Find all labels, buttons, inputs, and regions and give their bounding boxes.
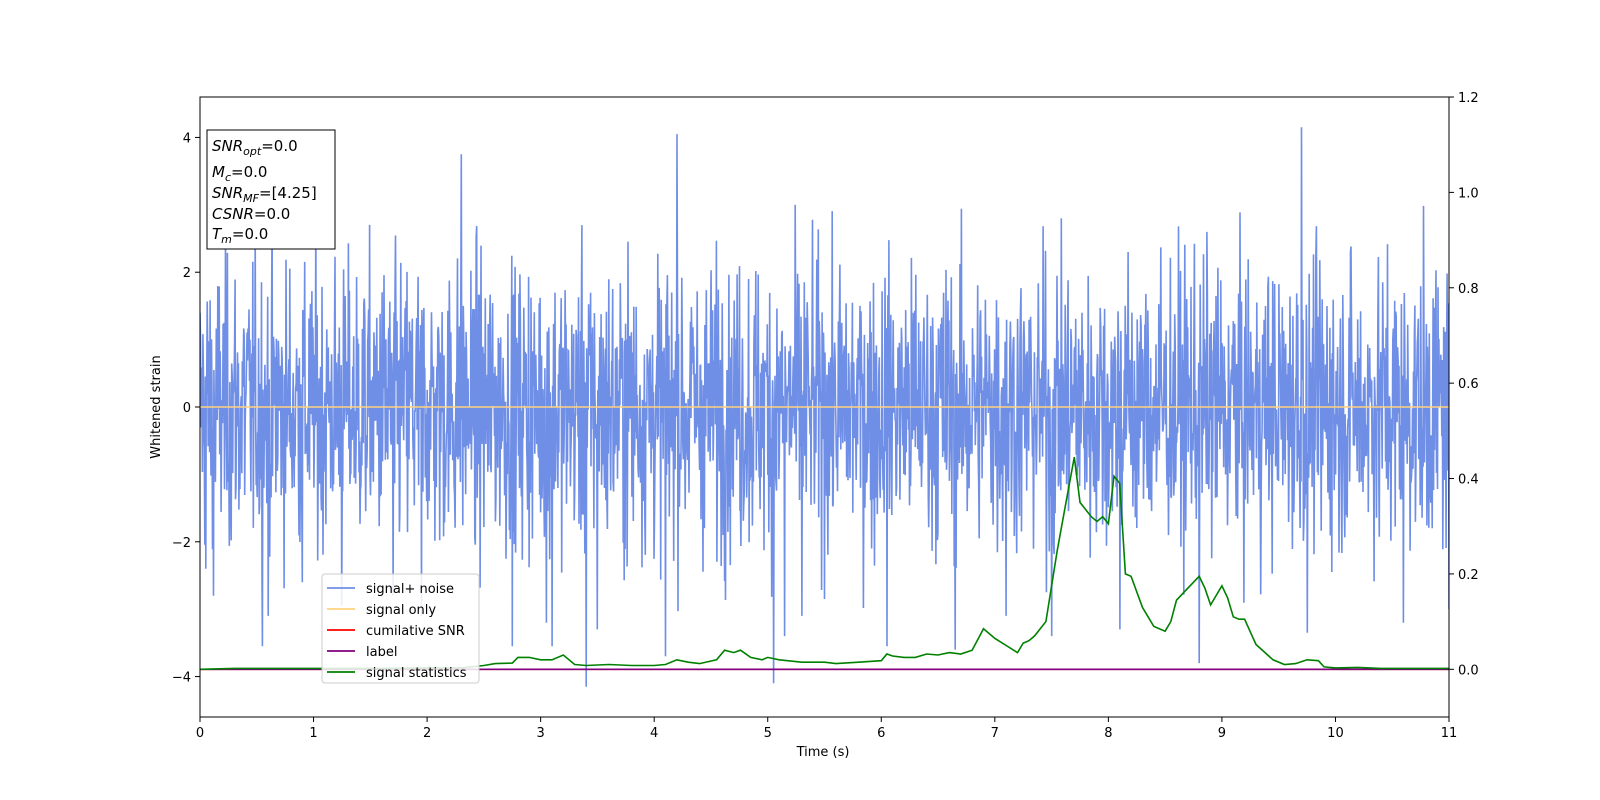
info-snr-mf-sub: MF [243, 192, 259, 205]
info-mc-value: =0.0 [231, 163, 267, 181]
x-tick-label: 5 [764, 726, 772, 741]
info-box-frame [206, 129, 336, 250]
info-mc-sub: c [225, 171, 231, 184]
info-snr-opt-value: =0.0 [261, 137, 297, 155]
info-tm-sub: m [221, 233, 232, 246]
y-tick-label: 2 [183, 266, 191, 281]
y2-tick-label: 0.6 [1458, 377, 1479, 392]
info-csnr: CSNR=0.0 [212, 205, 290, 223]
x-tick-label: 1 [309, 726, 317, 741]
info-mc: Mc=0.0 [212, 163, 267, 184]
x-tick-label: 10 [1327, 726, 1344, 741]
y-tick-label: −4 [172, 671, 191, 686]
x-tick-label: 9 [1218, 726, 1226, 741]
info-snr-mf-value: =[4.25] [259, 184, 317, 202]
y2-tick-label: 0.0 [1458, 663, 1479, 678]
info-snr-opt: SNRopt=0.0 [212, 137, 298, 158]
legend-label: signal only [366, 603, 436, 618]
info-mc-main: M [212, 163, 225, 181]
signal-noise-line [200, 127, 1449, 687]
info-snr-opt-main: SNR [212, 137, 243, 155]
info-tm: Tm=0.0 [212, 225, 268, 246]
info-csnr-main: CSNR [212, 205, 254, 223]
info-snr-opt-sub: opt [243, 145, 262, 158]
x-axis-label: Time (s) [796, 745, 850, 760]
legend: signal+ noise signal only cumilative SNR la… [321, 573, 480, 684]
y2-tick-label: 0.8 [1458, 282, 1479, 297]
x-tick-label: 6 [877, 726, 885, 741]
info-box: SNRopt=0.0 Mc=0.0 SNRMF=[4.25] CSNR=0.0 … [206, 129, 336, 250]
legend-label: signal+ noise [366, 582, 454, 597]
legend-label: label [366, 645, 397, 660]
legend-label: signal statistics [366, 666, 467, 681]
info-snr-mf-main: SNR [212, 184, 243, 202]
x-tick-label: 7 [991, 726, 999, 741]
x-tick-label: 4 [650, 726, 658, 741]
y-tick-label: −2 [172, 536, 191, 551]
signal-statistics-line [200, 456, 1449, 671]
x-tick-label: 3 [536, 726, 544, 741]
info-snr-mf: SNRMF=[4.25] [212, 184, 317, 205]
y2-tick-label: 1.0 [1458, 186, 1479, 201]
x-tick-label: 2 [423, 726, 431, 741]
info-csnr-value: =0.0 [254, 205, 290, 223]
info-tm-value: =0.0 [232, 225, 268, 243]
y2-tick-label: 1.2 [1458, 91, 1479, 106]
x-tick-label: 11 [1441, 726, 1458, 741]
signal-noise-series [200, 127, 1449, 687]
y-axis-left: −4 −2 0 2 4 [172, 131, 200, 686]
y-axis-right: 0.0 0.2 0.4 0.6 0.8 1.0 1.2 [1449, 91, 1479, 678]
x-tick-label: 8 [1104, 726, 1112, 741]
legend-frame [321, 573, 480, 684]
legend-label: cumilative SNR [366, 624, 465, 639]
y-axis-label: Whitened strain [149, 355, 164, 458]
y-tick-label: 0 [183, 401, 191, 416]
y2-tick-label: 0.4 [1458, 473, 1479, 488]
info-tm-main: T [212, 225, 223, 243]
x-tick-label: 0 [196, 726, 204, 741]
y-tick-label: 4 [183, 131, 191, 146]
y2-tick-label: 0.2 [1458, 568, 1479, 583]
x-axis: 0 1 2 3 4 5 6 7 8 9 10 11 [196, 717, 1457, 741]
